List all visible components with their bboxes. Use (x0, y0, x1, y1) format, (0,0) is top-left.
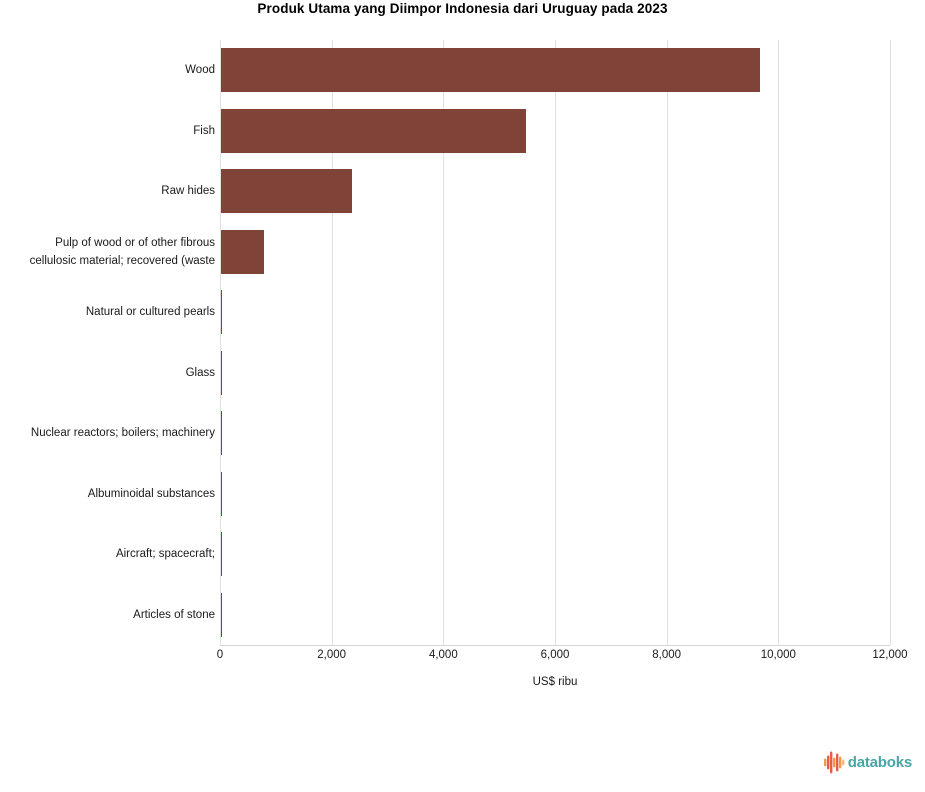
gridline-x-4000 (443, 40, 445, 645)
category-label: Glass (185, 366, 215, 379)
x-axis-line (220, 645, 890, 646)
x-tick-label: 4,000 (428, 649, 458, 661)
x-tick-label: 6,000 (540, 649, 570, 661)
gridline-x-12000 (890, 40, 891, 645)
category-label: Nuclear reactors; boilers; machinery (30, 427, 215, 440)
bar-wood (221, 48, 761, 93)
x-axis-title: US$ ribu (532, 676, 578, 688)
category-label: Raw hides (161, 185, 215, 198)
bar-natural-or-cultured-pearls (221, 290, 222, 335)
category-label: Aircraft; spacecraft; (115, 548, 215, 561)
category-label: Pulp of wood or of other fibrous cellulo… (29, 236, 215, 267)
gridline-x-8000 (666, 40, 668, 645)
gridline-x-10000 (778, 40, 780, 645)
bar-pulp-of-wood-or-of-other-fibro (221, 229, 265, 274)
category-label: Wood (185, 64, 215, 77)
databoks-logo: databoks (823, 751, 912, 774)
bar-raw-hides (221, 169, 353, 214)
x-tick-label: 8,000 (652, 649, 682, 661)
category-label: Natural or cultured pearls (85, 306, 215, 319)
x-tick-label: 12,000 (872, 649, 908, 661)
category-label: Fish (193, 124, 215, 137)
databoks-logo-icon (823, 751, 845, 774)
category-label: Articles of stone (133, 608, 215, 621)
x-tick-label: 2,000 (317, 649, 347, 661)
databoks-logo-text: databoks (847, 754, 912, 771)
x-tick-label: 0 (216, 649, 224, 661)
chart-title: Produk Utama yang Diimpor Indonesia dari… (257, 1, 668, 16)
gridline-x-6000 (555, 40, 556, 645)
gridline-x-2000 (331, 40, 333, 645)
category-label: Albuminoidal substances (87, 487, 215, 500)
gridline-x-0 (220, 40, 221, 645)
x-tick-label: 10,000 (760, 649, 796, 661)
bar-fish (221, 108, 526, 153)
